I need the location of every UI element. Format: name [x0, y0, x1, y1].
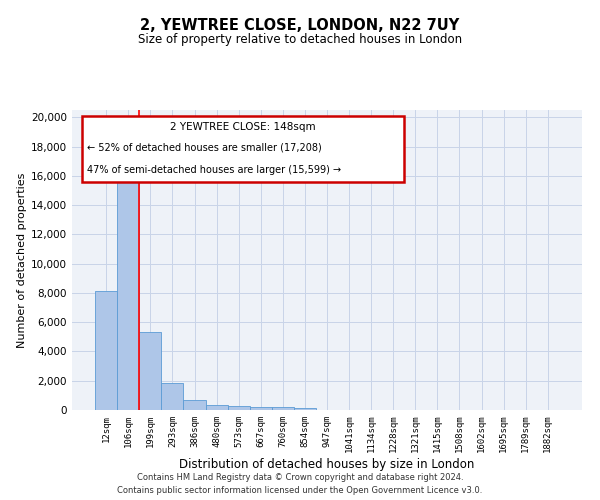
Bar — [206, 405, 227, 410]
Text: 47% of semi-detached houses are larger (15,599) →: 47% of semi-detached houses are larger (… — [88, 165, 341, 175]
Bar — [95, 292, 117, 410]
Bar — [117, 168, 139, 410]
Bar — [272, 407, 294, 410]
X-axis label: Distribution of detached houses by size in London: Distribution of detached houses by size … — [179, 458, 475, 471]
Bar — [250, 407, 272, 410]
Bar — [227, 406, 250, 410]
Text: 2, YEWTREE CLOSE, LONDON, N22 7UY: 2, YEWTREE CLOSE, LONDON, N22 7UY — [140, 18, 460, 32]
FancyBboxPatch shape — [82, 116, 404, 182]
Y-axis label: Number of detached properties: Number of detached properties — [17, 172, 27, 348]
Bar — [184, 400, 206, 410]
Bar — [294, 408, 316, 410]
Text: Size of property relative to detached houses in London: Size of property relative to detached ho… — [138, 32, 462, 46]
Text: Contains HM Land Registry data © Crown copyright and database right 2024.
Contai: Contains HM Land Registry data © Crown c… — [118, 474, 482, 495]
Bar — [139, 332, 161, 410]
Text: ← 52% of detached houses are smaller (17,208): ← 52% of detached houses are smaller (17… — [88, 142, 322, 152]
Bar — [161, 383, 184, 410]
Text: 2 YEWTREE CLOSE: 148sqm: 2 YEWTREE CLOSE: 148sqm — [170, 122, 316, 132]
